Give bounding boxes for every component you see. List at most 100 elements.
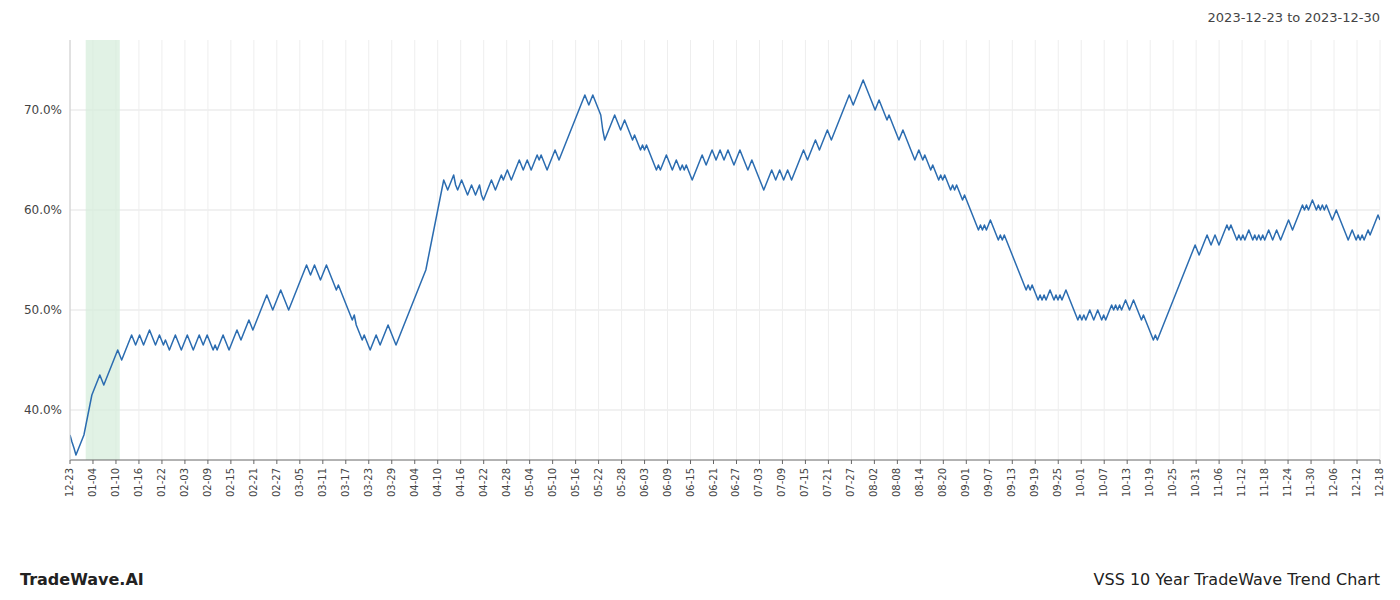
x-tick-mark [667, 460, 668, 464]
x-tick-mark [575, 460, 576, 464]
x-tick-mark [1357, 460, 1358, 464]
x-grid-line [667, 40, 668, 460]
y-grid-line [70, 210, 1380, 211]
y-axis-line [70, 40, 71, 460]
y-tick-label: 40.0% [24, 403, 62, 417]
x-grid-line [966, 40, 967, 460]
x-tick-label: 09-07 [983, 468, 994, 497]
x-tick-label: 09-13 [1006, 468, 1017, 497]
x-tick-mark [552, 460, 553, 464]
x-tick-mark [851, 460, 852, 464]
x-tick-label: 11-06 [1213, 468, 1224, 497]
x-grid-line [437, 40, 438, 460]
x-tick-label: 06-21 [708, 468, 719, 497]
x-tick-label: 08-20 [937, 468, 948, 497]
x-grid-line [1081, 40, 1082, 460]
x-tick-mark [1334, 460, 1335, 464]
x-grid-line [1380, 40, 1381, 460]
x-grid-line [828, 40, 829, 460]
x-tick-label: 10-07 [1098, 468, 1109, 497]
x-grid-line [1104, 40, 1105, 460]
y-grid-line [70, 110, 1380, 111]
x-grid-line [598, 40, 599, 460]
x-tick-mark [184, 460, 185, 464]
x-grid-line [1127, 40, 1128, 460]
background [0, 0, 1400, 600]
x-tick-label: 07-09 [776, 468, 787, 497]
x-tick-label: 01-04 [87, 468, 98, 497]
x-tick-mark [828, 460, 829, 464]
x-grid-line [1288, 40, 1289, 460]
x-grid-line [621, 40, 622, 460]
x-tick-mark [1150, 460, 1151, 464]
x-grid-line [299, 40, 300, 460]
x-grid-line [552, 40, 553, 460]
x-tick-label: 02-21 [248, 468, 259, 497]
title: 2023-12-23 to 2023-12-30 [1208, 10, 1380, 25]
chart-container: 40.0%50.0%60.0%70.0%12-2301-0401-1001-16… [0, 0, 1400, 600]
x-tick-label: 05-22 [593, 468, 604, 497]
x-tick-label: 12-18 [1374, 468, 1385, 497]
x-grid-line [391, 40, 392, 460]
x-tick-label: 09-25 [1052, 468, 1063, 497]
x-tick-label: 06-15 [685, 468, 696, 497]
x-tick-label: 08-08 [891, 468, 902, 497]
x-tick-label: 03-05 [294, 468, 305, 497]
x-tick-label: 04-28 [501, 468, 512, 497]
x-tick-label: 05-04 [524, 468, 535, 497]
x-tick-mark [1380, 460, 1381, 464]
x-tick-mark [1058, 460, 1059, 464]
x-tick-label: 11-24 [1282, 468, 1293, 497]
x-grid-line [184, 40, 185, 460]
x-grid-line [897, 40, 898, 460]
x-grid-line [414, 40, 415, 460]
x-tick-mark [1196, 460, 1197, 464]
x-tick-mark [805, 460, 806, 464]
x-tick-mark [1265, 460, 1266, 464]
y-grid-line [70, 310, 1380, 311]
x-grid-line [529, 40, 530, 460]
x-grid-line [1265, 40, 1266, 460]
x-tick-mark [460, 460, 461, 464]
x-grid-line [782, 40, 783, 460]
x-tick-mark [897, 460, 898, 464]
x-tick-label: 12-23 [64, 468, 75, 497]
plot-data [70, 40, 1380, 460]
x-grid-line [1035, 40, 1036, 460]
x-tick-label: 04-10 [432, 468, 443, 497]
x-tick-label: 02-15 [225, 468, 236, 497]
x-tick-mark [414, 460, 415, 464]
x-tick-mark [1035, 460, 1036, 464]
x-tick-mark [391, 460, 392, 464]
x-tick-label: 02-27 [271, 468, 282, 497]
x-tick-mark [989, 460, 990, 464]
x-tick-label: 12-06 [1328, 468, 1339, 497]
x-grid-line [207, 40, 208, 460]
x-tick-mark [1311, 460, 1312, 464]
x-tick-mark [1081, 460, 1082, 464]
x-tick-mark [1104, 460, 1105, 464]
x-tick-label: 10-25 [1167, 468, 1178, 497]
x-tick-mark [115, 460, 116, 464]
x-tick-mark [368, 460, 369, 464]
x-tick-mark [713, 460, 714, 464]
x-tick-label: 02-03 [179, 468, 190, 497]
x-grid-line [1311, 40, 1312, 460]
x-tick-mark [345, 460, 346, 464]
x-tick-mark [736, 460, 737, 464]
x-tick-mark [138, 460, 139, 464]
x-grid-line [483, 40, 484, 460]
x-grid-line [1012, 40, 1013, 460]
x-tick-label: 06-27 [730, 468, 741, 497]
x-tick-mark [92, 460, 93, 464]
x-grid-line [874, 40, 875, 460]
x-tick-mark [70, 460, 71, 464]
x-tick-label: 06-09 [662, 468, 673, 497]
x-grid-line [1173, 40, 1174, 460]
x-tick-mark [1173, 460, 1174, 464]
chart-svg: 40.0%50.0%60.0%70.0%12-2301-0401-1001-16… [0, 0, 1400, 600]
x-tick-mark [1127, 460, 1128, 464]
x-tick-mark [621, 460, 622, 464]
x-grid-line [253, 40, 254, 460]
x-grid-line [1150, 40, 1151, 460]
